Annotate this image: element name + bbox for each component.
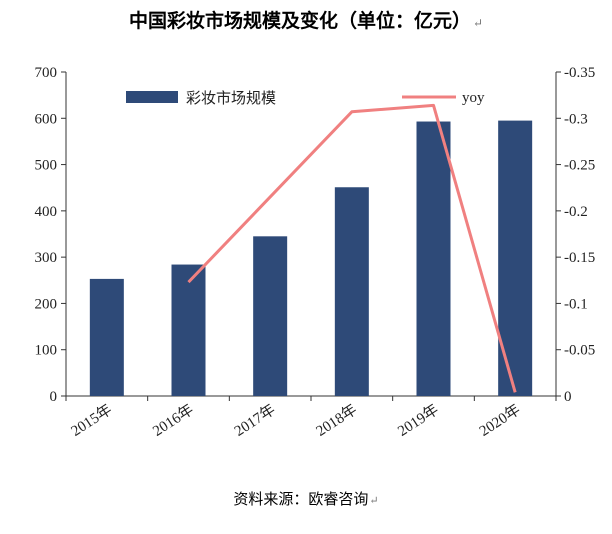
right-tick-label: -0.05 [564, 343, 595, 359]
left-tick-label: 400 [35, 204, 58, 220]
left-tick-label: 700 [35, 65, 58, 81]
chart-title: 中国彩妆市场规模及变化（单位：亿元） ↵ [0, 6, 612, 33]
bar-2017年 [253, 236, 288, 396]
right-tick-label: -0.1 [564, 296, 588, 312]
right-tick-label: -0.25 [564, 158, 595, 174]
legend-bar-swatch [126, 91, 178, 103]
bar-2015年 [89, 278, 124, 396]
legend-group: 彩妆市场规模 yoy [126, 90, 485, 107]
left-tick-label: 200 [35, 296, 58, 312]
yoy-line [187, 103, 517, 393]
x-tick-label: 2016年 [150, 401, 197, 440]
right-tick-label: -0.35 [564, 65, 595, 81]
x-tick-label: 2018年 [313, 401, 360, 440]
left-tick-label: 300 [35, 250, 58, 266]
x-tick-label: 2020年 [476, 401, 523, 440]
bar-2016年 [171, 264, 206, 396]
title-return-mark: ↵ [472, 16, 484, 30]
yoy-line-group [187, 103, 517, 393]
legend-line-label: yoy [462, 90, 485, 106]
left-tick-label: 600 [35, 111, 58, 127]
right-tick-label: -0.2 [564, 204, 588, 220]
bar-2019年 [416, 121, 451, 397]
bar-2018年 [334, 187, 369, 396]
source-text: 资料来源：欧睿咨询 [233, 490, 369, 508]
source-note: 资料来源：欧睿咨询↵ [0, 488, 612, 509]
right-tick-label: 0 [564, 389, 572, 405]
bars-group [89, 120, 533, 397]
x-tick-label: 2017年 [231, 401, 278, 440]
left-tick-label: 100 [35, 343, 58, 359]
chart-title-text: 中国彩妆市场规模及变化（单位：亿元） [128, 10, 471, 32]
x-tick-label: 2019年 [395, 401, 442, 440]
right-tick-label: -0.15 [564, 250, 595, 266]
left-tick-label: 0 [50, 389, 58, 405]
legend-bar-label: 彩妆市场规模 [186, 90, 276, 107]
right-tick-label: -0.3 [564, 111, 588, 127]
x-tick-label: 2015年 [68, 401, 115, 440]
left-tick-label: 500 [35, 158, 58, 174]
source-return-mark: ↵ [369, 494, 379, 507]
